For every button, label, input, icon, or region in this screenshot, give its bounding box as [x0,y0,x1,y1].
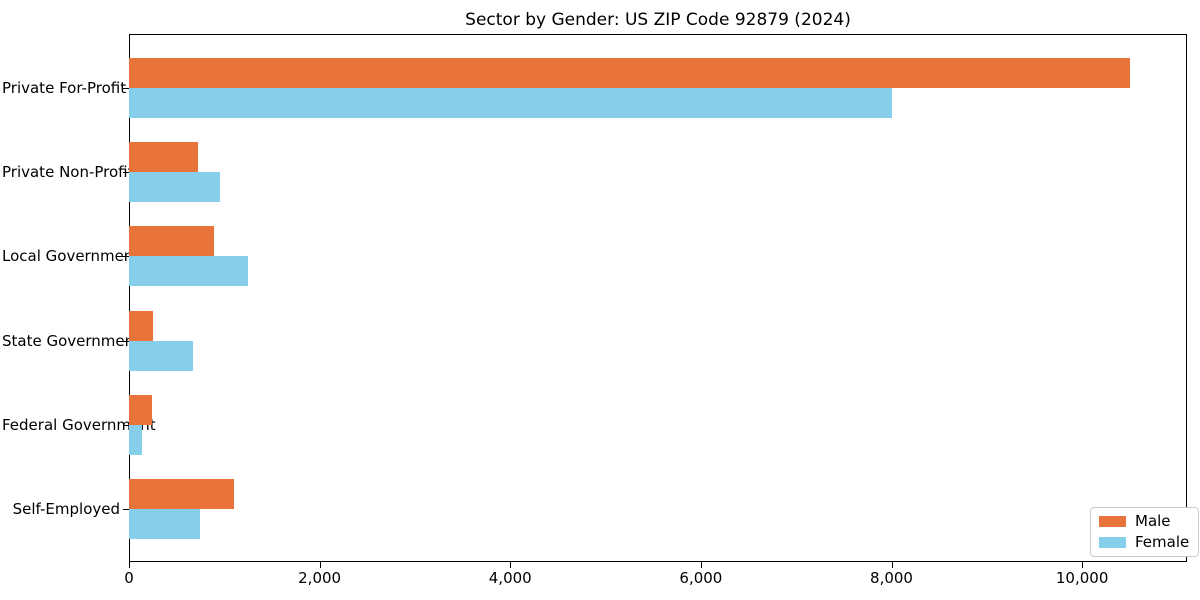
plot-area [129,34,1187,562]
x-tick-mark-8000 [891,562,893,568]
bar-male-state-government [129,310,153,341]
x-tick-label-6000: 6,000 [679,569,723,587]
bar-female-self-employed [129,509,200,539]
bar-female-local-government [129,256,248,287]
y-tick-mark-private-for-profit [123,88,129,89]
x-tick-mark-10000 [1082,562,1084,568]
bar-male-local-government [129,226,214,257]
y-tick-label-self-employed: Self-Employed [12,500,120,518]
x-tick-label-2000: 2,000 [298,569,342,587]
y-tick-mark-self-employed [123,509,129,510]
x-tick-mark-2000 [319,562,321,568]
legend-swatch-male-icon [1099,516,1126,527]
legend-item-female: Female [1099,535,1189,550]
x-tick-label-4000: 4,000 [488,569,532,587]
bar-female-federal-government [129,424,142,455]
legend-label-male: Male [1135,512,1171,530]
y-tick-mark-state-government [123,340,129,342]
x-tick-mark-6000 [700,562,702,568]
bar-female-state-government [129,340,193,371]
y-tick-label-local-government: Local Government [2,247,140,266]
legend-label-female: Female [1135,533,1190,551]
legend: Male Female [1090,507,1200,557]
y-tick-label-federal-government: Federal Government [2,415,156,434]
y-tick-label-state-government: State Government [2,331,141,350]
x-tick-label-8000: 8,000 [870,569,913,587]
bar-male-private-non-profit [129,142,198,173]
x-tick-label-0: 0 [124,569,134,587]
bar-male-federal-government [129,394,152,425]
x-tick-mark-0 [129,562,130,568]
x-tick-label-10000: 10,000 [1055,569,1109,587]
x-tick-mark-4000 [510,562,512,568]
chart-title: Sector by Gender: US ZIP Code 92879 (202… [465,10,851,30]
bar-female-private-for-profit [129,88,892,118]
y-tick-mark-local-government [123,256,129,258]
legend-item-male: Male [1099,514,1189,529]
legend-swatch-female-icon [1099,537,1126,548]
bar-male-private-for-profit [129,58,1130,88]
y-tick-mark-private-non-profit [123,172,129,174]
bar-male-self-employed [129,479,234,509]
y-tick-label-private-non-profit: Private Non-Profit [2,163,134,182]
bar-female-private-non-profit [129,172,220,203]
y-tick-label-private-for-profit: Private For-Profit [2,79,127,97]
y-tick-mark-federal-government [123,424,129,426]
